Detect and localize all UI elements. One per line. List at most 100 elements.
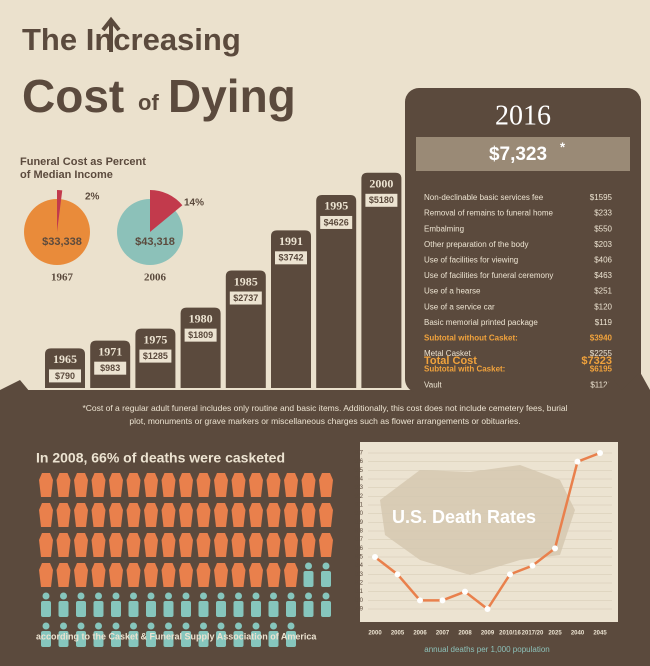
casket-icon (109, 473, 123, 497)
y-tick-label: 8.6 (355, 546, 364, 552)
y-tick-label: 8.5 (355, 555, 364, 561)
casket-icon (214, 563, 228, 587)
person-head (182, 592, 190, 600)
casket-icon (126, 533, 141, 557)
label-plate (49, 369, 81, 383)
label-plate (184, 328, 217, 342)
casket-icon (91, 533, 106, 557)
person-body (163, 601, 174, 617)
person-head (235, 622, 242, 630)
person-body (216, 601, 226, 617)
person-head (77, 592, 85, 600)
person-body (198, 631, 209, 647)
arrow-icon (101, 16, 121, 52)
row-label: Use of facilities for viewing (424, 256, 518, 265)
label-plate (139, 349, 172, 363)
casket-icon (196, 533, 211, 557)
person-body (111, 601, 121, 617)
x-tick-label: 2017/20 (522, 631, 544, 637)
person-head (165, 622, 172, 630)
y-tick-label: 9.0 (355, 511, 364, 517)
x-tick-label: 2045 (593, 631, 607, 637)
row-value: $7323 (581, 355, 612, 367)
casket-icon (301, 473, 316, 497)
casket-icon (56, 563, 71, 587)
y-tick-label: 8.0 (355, 598, 364, 604)
tombstone-cost: $983 (100, 363, 120, 373)
x-tick-label: 2000 (368, 631, 382, 637)
footnote: *Cost of a regular adult funeral include… (82, 403, 568, 426)
casket-icon (161, 533, 176, 557)
casket-icon (74, 473, 88, 497)
person-head (217, 622, 225, 630)
casket-icon (126, 473, 141, 497)
casket-icon (249, 503, 263, 527)
casket-icon (109, 533, 123, 557)
person-body (146, 601, 156, 617)
person-body (41, 601, 51, 617)
tombstone-cost: $5180 (369, 195, 394, 205)
row-label: Embalming (424, 224, 464, 233)
pie-income: $33,338 (42, 236, 82, 248)
tombstone-year: 2000 (369, 177, 393, 191)
title-of: of (138, 90, 159, 115)
data-point (574, 458, 581, 465)
pictogram-title: In 2008, 66% of deaths were casketed (36, 450, 285, 466)
casket-icon (74, 533, 88, 557)
person-head (270, 622, 277, 630)
tombstone (361, 172, 402, 388)
tombstone-year: 1991 (279, 234, 303, 248)
casket-icon (126, 563, 141, 587)
row-value: $1128 (590, 380, 612, 389)
person-head (305, 592, 312, 600)
casket-icon (249, 563, 263, 587)
casket-icon (266, 473, 281, 497)
row-label: Use of facilities for funeral ceremony (424, 271, 553, 280)
row-value: $2255 (590, 349, 613, 358)
casket-icon (301, 533, 316, 557)
pie-title: Funeral Cost as Percent of Median Income (20, 156, 146, 181)
casket-icon (196, 473, 211, 497)
y-tick-label: 8.4 (355, 563, 364, 569)
data-point (462, 588, 468, 595)
casket-icon (231, 533, 246, 557)
casket-icon (144, 503, 158, 527)
line-title: U.S. Death Rates (392, 507, 536, 527)
tombstone-year: 1971 (98, 344, 122, 358)
person-body (321, 601, 331, 617)
y-tick-label: 8.9 (355, 520, 364, 526)
person-body (268, 631, 279, 647)
casket-icon (319, 533, 333, 557)
casket-icon (74, 503, 88, 527)
person-body (251, 601, 261, 617)
data-point (439, 597, 446, 604)
row-value: $1595 (590, 193, 613, 202)
casket-icon (56, 503, 71, 527)
pie-value-label: 14% (184, 198, 204, 209)
label-plate (275, 251, 307, 265)
person-head (182, 622, 190, 630)
casket-icon (284, 503, 298, 527)
row-value: $406 (594, 256, 612, 265)
casket-icon (91, 503, 106, 527)
person-body (111, 631, 121, 647)
person-head (147, 592, 155, 600)
tombstone-cost: $1285 (143, 351, 168, 361)
row-value: $120 (594, 302, 612, 311)
person-head (252, 592, 260, 600)
row-value: $119 (595, 318, 613, 327)
casket-icon (39, 563, 53, 587)
y-tick-label: 9.1 (355, 503, 364, 509)
person-body (128, 601, 139, 617)
y-tick-label: 7.9 (355, 607, 364, 613)
tombstone (180, 307, 221, 388)
person-head (235, 592, 242, 600)
grass (0, 372, 650, 396)
tablet-year: 2016 (495, 100, 551, 131)
label-plate (365, 193, 398, 207)
y-tick-label: 8.7 (355, 537, 364, 543)
person-body (128, 631, 139, 647)
casket-icon (109, 563, 123, 587)
tombstone-cost: $1809 (188, 330, 213, 340)
tombstone-year: 1965 (53, 352, 77, 366)
